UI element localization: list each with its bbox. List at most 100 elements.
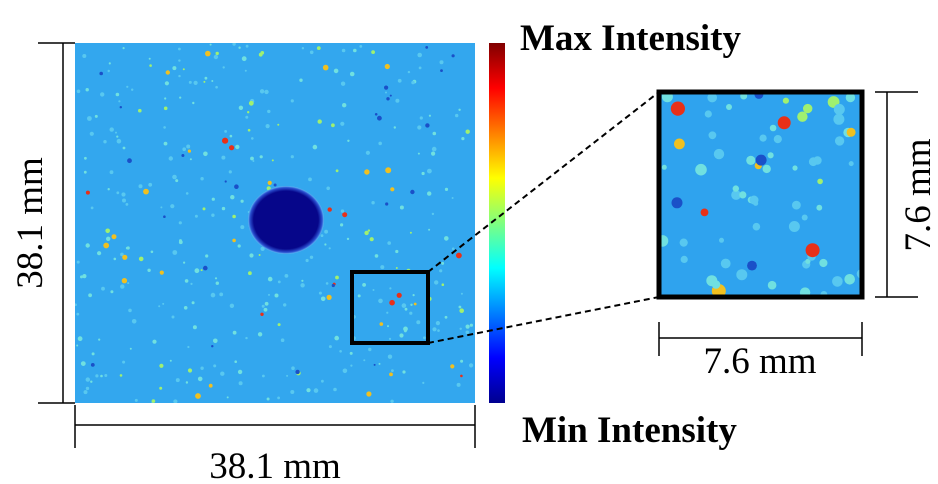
- width-label: 38.1 mm: [209, 446, 341, 484]
- speckle: [290, 390, 295, 394]
- speckle: [301, 47, 305, 50]
- speckle: [260, 246, 265, 251]
- speckle: [384, 85, 389, 90]
- speckle: [832, 276, 843, 287]
- speckle: [178, 47, 181, 51]
- speckle: [187, 368, 193, 373]
- speckle: [76, 260, 80, 264]
- inset-frame: [656, 89, 865, 300]
- speckle: [301, 279, 304, 282]
- speckle: [290, 99, 294, 103]
- speckle: [105, 228, 110, 234]
- speckle: [755, 154, 767, 166]
- speckle: [284, 274, 289, 278]
- speckle: [222, 66, 225, 69]
- speckle: [189, 158, 192, 161]
- speckle: [404, 329, 407, 333]
- speckle: [264, 301, 269, 306]
- inset-speckles: [659, 92, 862, 297]
- speckle: [410, 303, 413, 306]
- speckle: [455, 113, 459, 118]
- speckle: [371, 50, 375, 54]
- speckle: [465, 129, 470, 134]
- speckle: [100, 374, 103, 378]
- speckle: [441, 261, 445, 265]
- speckle: [306, 388, 311, 393]
- speckle: [251, 137, 254, 140]
- speckle: [817, 178, 823, 185]
- speckle: [126, 85, 129, 88]
- speckle: [350, 364, 353, 367]
- speckle: [366, 391, 372, 397]
- speckle: [238, 105, 244, 111]
- speckle: [431, 212, 435, 216]
- speckle: [428, 228, 431, 231]
- speckle: [395, 267, 398, 269]
- speckle: [339, 350, 342, 353]
- speckle: [208, 383, 213, 388]
- speckle: [103, 140, 107, 144]
- speckle: [162, 302, 165, 305]
- speckle: [147, 268, 151, 272]
- speckle: [95, 374, 99, 378]
- speckle: [359, 45, 363, 48]
- speckle: [209, 43, 212, 46]
- speckle: [340, 223, 344, 227]
- speckle: [739, 191, 747, 199]
- speckle: [416, 320, 421, 325]
- speckle: [115, 92, 120, 97]
- speckle: [200, 366, 204, 370]
- speckle: [386, 97, 390, 101]
- speckle: [418, 66, 422, 70]
- speckle: [384, 63, 390, 70]
- speckle: [706, 275, 718, 287]
- speckle: [203, 80, 206, 83]
- speckle: [427, 168, 432, 174]
- speckle: [458, 305, 462, 309]
- speckle: [277, 123, 280, 126]
- speckle: [122, 360, 126, 364]
- speckle: [178, 59, 181, 62]
- speckle: [134, 398, 138, 402]
- speckle: [131, 319, 137, 324]
- speckle: [280, 338, 285, 343]
- speckle: [844, 274, 855, 285]
- speckle: [213, 364, 217, 368]
- speckle: [441, 283, 445, 287]
- speckle: [367, 229, 371, 232]
- speckle: [119, 374, 123, 377]
- speckle: [83, 390, 88, 395]
- speckle: [409, 231, 412, 234]
- speckle: [460, 359, 464, 363]
- speckle: [249, 253, 254, 258]
- speckle: [427, 191, 432, 196]
- speckle: [845, 92, 856, 103]
- speckle: [267, 109, 271, 114]
- speckle: [387, 241, 392, 245]
- speckle: [395, 249, 399, 254]
- speckle: [412, 294, 415, 297]
- speckle: [788, 221, 800, 232]
- speckle: [340, 121, 345, 126]
- width-dimension: [74, 405, 476, 448]
- speckle: [138, 108, 142, 113]
- height-label: 38.1 mm: [10, 157, 51, 289]
- speckle: [777, 116, 791, 130]
- speckle: [460, 374, 463, 378]
- speckle: [149, 64, 152, 67]
- speckle: [190, 282, 193, 285]
- speckle: [364, 230, 369, 236]
- speckle: [98, 338, 101, 341]
- speckle: [204, 76, 208, 80]
- speckle: [357, 294, 361, 298]
- speckle: [387, 325, 389, 328]
- speckle: [143, 188, 149, 195]
- speckle: [401, 303, 407, 308]
- inset-height-dimension: [875, 91, 918, 298]
- speckle: [172, 66, 177, 71]
- speckle: [423, 336, 426, 340]
- speckle: [247, 111, 250, 114]
- speckle: [834, 136, 845, 146]
- speckle: [215, 85, 218, 89]
- speckle: [248, 100, 254, 106]
